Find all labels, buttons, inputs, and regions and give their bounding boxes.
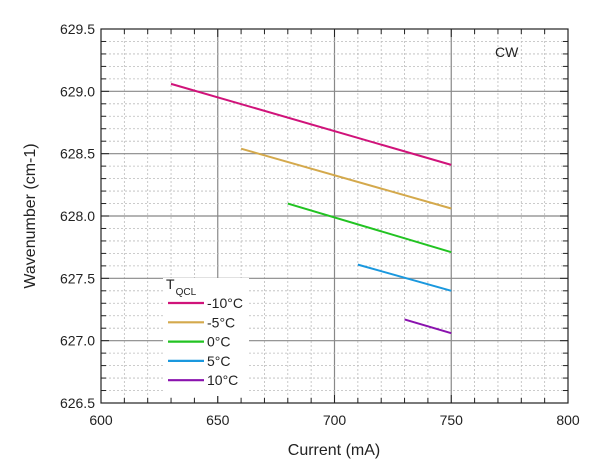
y-tick-label: 628.0 — [60, 208, 95, 224]
y-tick-label: 629.0 — [60, 83, 95, 99]
series-line-5°C — [357, 263, 452, 292]
legend-label: 0°C — [207, 334, 231, 350]
series-line--10°C — [170, 82, 452, 166]
x-tick-label: 700 — [323, 412, 347, 428]
series-line-0°C — [287, 202, 452, 254]
plot-frame — [100, 28, 569, 404]
cw-annotation: CW — [495, 44, 519, 60]
legend-label: -5°C — [207, 314, 235, 330]
x-tick-label: 650 — [206, 412, 230, 428]
legend-title: TQCL — [166, 276, 197, 298]
legend-label: -10°C — [207, 295, 243, 311]
series — [170, 82, 452, 335]
legend-label: 10°C — [207, 372, 238, 388]
x-tick-label: 800 — [556, 412, 580, 428]
ticks — [101, 29, 568, 403]
x-tick-label: 600 — [89, 412, 113, 428]
y-axis-label: Wavenumber (cm-1) — [22, 143, 39, 288]
series-line-10°C — [404, 318, 452, 335]
legend: TQCL -10°C -5°C 0°C 5°C 10°C — [163, 276, 249, 396]
tick-labels: 600 650 700 750 800 626.5 627.0 627.5 628.0 628.5… — [60, 21, 580, 428]
y-tick-label: 629.5 — [60, 21, 95, 37]
series-line--5°C — [240, 147, 452, 210]
y-tick-label: 627.0 — [60, 333, 95, 349]
y-tick-label: 626.5 — [60, 395, 95, 411]
legend-label: 5°C — [207, 353, 231, 369]
legend-title-subscript: QCL — [176, 287, 197, 298]
y-tick-label: 628.5 — [60, 146, 95, 162]
y-tick-label: 627.5 — [60, 270, 95, 286]
x-tick-label: 750 — [440, 412, 464, 428]
x-axis-label: Current (mA) — [288, 442, 380, 459]
legend-background — [163, 278, 249, 396]
